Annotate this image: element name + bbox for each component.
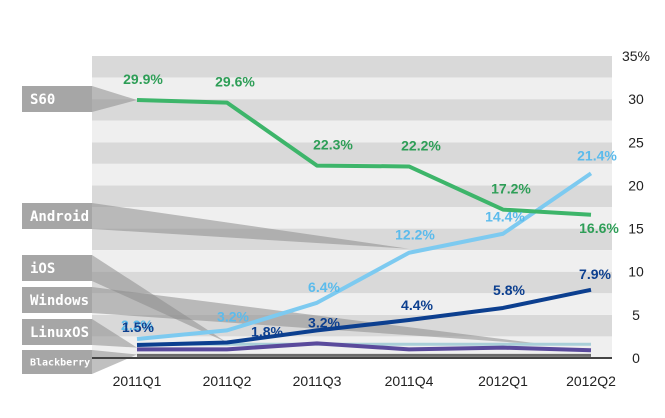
- data-label-ios: 3.2%: [308, 314, 340, 330]
- legend-label-ios: iOS: [30, 261, 55, 277]
- x-tick-label: 2011Q1: [113, 373, 162, 389]
- series-lines: [136, 98, 593, 357]
- series-line-s60: [136, 98, 592, 217]
- series-line-windows: [137, 341, 592, 353]
- grid-band: [92, 77, 612, 100]
- legend-box: [22, 319, 92, 345]
- legend-label-android: Android: [30, 209, 89, 225]
- data-label-ios: 7.9%: [579, 266, 611, 282]
- legend-leader: [92, 203, 409, 249]
- x-tick-label: 2011Q3: [293, 373, 342, 389]
- y-tick-label: 30: [628, 91, 644, 107]
- grid-band: [92, 99, 612, 121]
- x-tick-label: 2011Q2: [203, 373, 252, 389]
- y-tick-label: 25: [628, 134, 644, 150]
- data-label-android: 6.4%: [308, 279, 340, 295]
- data-label-android: 14.4%: [485, 209, 525, 225]
- data-label-s60: 22.2%: [401, 137, 441, 153]
- grid-band: [92, 185, 612, 207]
- data-label-ios: 4.4%: [401, 297, 433, 313]
- legend-box: [22, 287, 92, 313]
- x-tick-label: 2011Q4: [385, 373, 434, 389]
- data-label-android: 2.2%: [121, 317, 153, 333]
- y-tick-label: 5: [632, 307, 640, 323]
- legend-label-linuxos: LinuxOS: [30, 325, 89, 341]
- data-label-ios: 1.8%: [251, 323, 283, 339]
- series-line-ios: [136, 287, 592, 348]
- grid-band: [92, 250, 612, 272]
- y-tick-label: 15: [628, 221, 644, 237]
- data-label-android: 3.2%: [217, 308, 249, 324]
- legend-box: [22, 203, 92, 229]
- legend-leader: [92, 350, 137, 374]
- data-label-s60: 22.3%: [313, 137, 353, 153]
- y-tick-label: 10: [628, 264, 644, 280]
- legend-leader: [92, 287, 550, 346]
- data-labels: 29.9% 29.6% 22.3% 22.2% 17.2% 16.6% 2.2% 3.2% 6.…: [121, 71, 619, 339]
- y-tick-label: 0: [632, 350, 640, 366]
- data-label-android: 21.4%: [577, 147, 617, 163]
- legend-label-windows: Windows: [30, 293, 89, 309]
- y-tick-label: 35%: [622, 48, 650, 64]
- plot-background-bands: [92, 56, 612, 358]
- grid-band: [92, 56, 612, 78]
- x-tick-label: 2012Q1: [478, 373, 528, 389]
- data-label-ios: 1.5%: [122, 319, 154, 335]
- x-axis-ticks: 2011Q1 2011Q2 2011Q3 2011Q4 2012Q1 2012Q2: [113, 373, 617, 389]
- legend: S60 Android iOS Windows LinuxOS Blackberry: [22, 86, 92, 374]
- data-label-s60: 29.6%: [215, 74, 255, 90]
- legend-label-s60: S60: [30, 92, 55, 108]
- grid-band: [92, 120, 612, 143]
- legend-label-blackberry: Blackberry: [30, 358, 90, 369]
- grid-band: [92, 142, 612, 164]
- data-label-s60: 16.6%: [579, 220, 619, 236]
- legend-leader: [92, 319, 137, 348]
- y-axis-ticks: 0 5 10 15 20 25 30 35%: [622, 48, 650, 366]
- grid-band: [92, 163, 612, 186]
- series-line-android: [136, 171, 593, 342]
- legend-box: [22, 255, 92, 281]
- legend-box: [22, 350, 92, 374]
- data-label-s60: 17.2%: [491, 181, 531, 197]
- data-label-s60: 29.9%: [123, 71, 163, 87]
- legend-leader: [92, 86, 137, 112]
- legend-leader-lines: [92, 86, 550, 374]
- data-label-ios: 5.8%: [493, 282, 525, 298]
- x-tick-label: 2012Q2: [566, 373, 616, 389]
- legend-box: [22, 86, 92, 112]
- y-tick-label: 20: [628, 177, 644, 193]
- data-label-android: 12.2%: [395, 227, 435, 243]
